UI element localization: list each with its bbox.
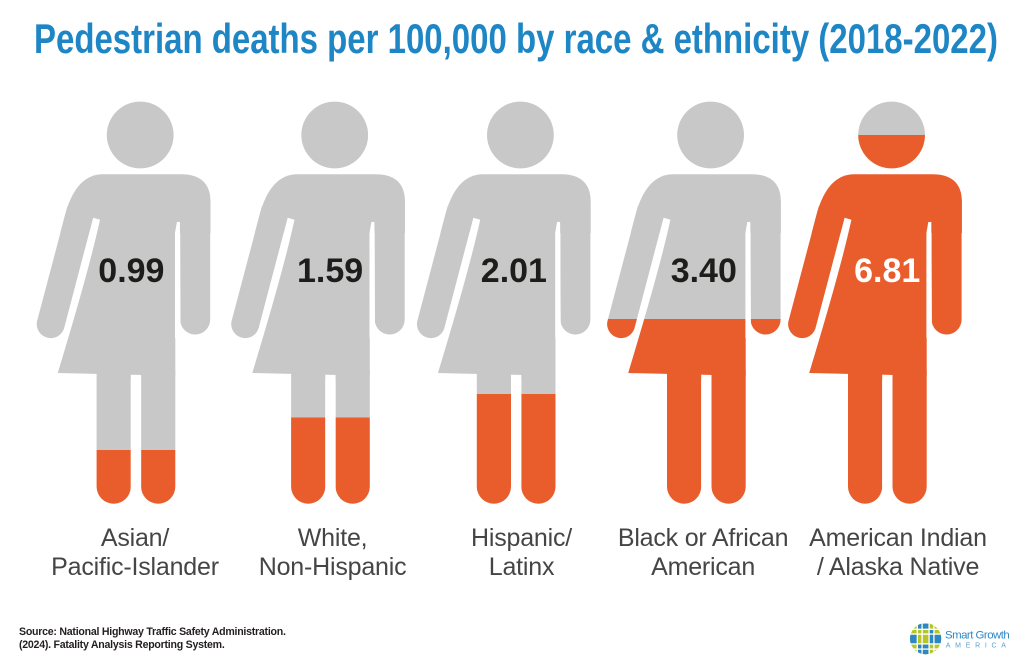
- svg-text:Smart Growth: Smart Growth: [945, 630, 1009, 642]
- svg-text:AMERICA: AMERICA: [946, 642, 1011, 649]
